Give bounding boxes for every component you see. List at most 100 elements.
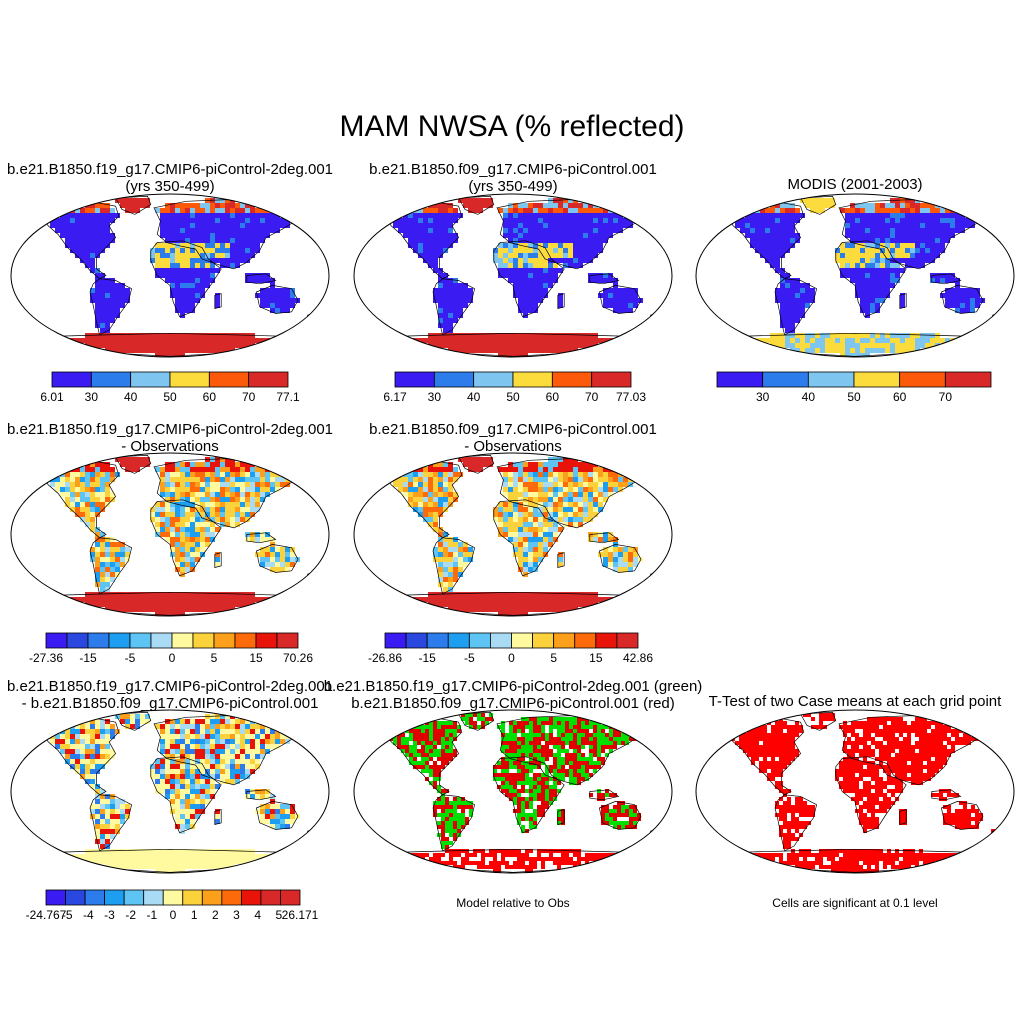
colorbar-tick-label: 30: [756, 390, 770, 404]
colorbar-swatch: [169, 371, 210, 388]
colorbar-swatch: [150, 632, 173, 649]
colorbar-tick-label: 30: [85, 390, 99, 404]
panel-title: b.e21.B1850.f19_g17.CMIP6-piControl-2deg…: [0, 678, 370, 712]
colorbar-tick-label: 50: [163, 390, 177, 404]
colorbar-tick-label: -15: [418, 651, 436, 665]
map-gridcells: [389, 713, 653, 873]
colorbar-tick-label: -26.86: [368, 651, 402, 665]
colorbar-swatch: [280, 889, 301, 906]
panel-title-line2: - Observations: [464, 438, 562, 455]
colorbar-tick-label: 40: [124, 390, 138, 404]
colorbar-swatch: [248, 371, 289, 388]
colorbar-tick-label: -27.36: [29, 651, 63, 665]
colorbar: -26.86 -15 -5 0 5 15 42.86: [368, 632, 653, 665]
map-border: [695, 709, 1015, 874]
colorbar-tick-label: -24.767: [26, 908, 67, 922]
world-map: [10, 452, 330, 617]
colorbar-tick-label: 60: [546, 390, 560, 404]
map-border: [10, 709, 330, 874]
colorbar-swatch: [276, 632, 299, 649]
colorbar-tick-label: -15: [79, 651, 97, 665]
colorbar-tick-label: 6.01: [40, 390, 64, 404]
colorbar-swatch: [171, 632, 194, 649]
world-map: [10, 193, 330, 358]
colorbar: -24.767-5 -4 -3 -2 -1 0 1 2 3 4 5 26.171: [26, 889, 319, 922]
colorbar-swatch: [574, 632, 597, 649]
colorbar-tick-label: 15: [589, 651, 603, 665]
panel-title-line2: - Observations: [121, 438, 219, 455]
world-map: [353, 452, 673, 617]
colorbar-tick-label: 77.1: [276, 390, 300, 404]
map-border: [353, 709, 673, 874]
panel-caption: Cells are significant at 0.1 level: [772, 896, 938, 910]
colorbar-tick-label: 70: [242, 390, 256, 404]
panel-title-line2: (yrs 350-499): [125, 178, 215, 195]
colorbar-swatch: [490, 632, 512, 649]
colorbar-tick-label: 26.171: [282, 908, 319, 922]
colorbar: 6.01 30 40 50 60 70 77.1: [40, 371, 300, 404]
colorbar: 6.17 30 40 50 60 70 77.03: [383, 371, 646, 404]
world-map: [10, 709, 330, 874]
colorbar-swatch: [143, 889, 164, 906]
colorbar-swatch: [473, 371, 514, 388]
panel-title-line1: b.e21.B1850.f09_g17.CMIP6-piControl.001: [369, 161, 657, 178]
colorbar-swatch: [468, 632, 491, 649]
colorbar-tick-label: 2: [212, 908, 219, 922]
map-border: [353, 193, 673, 358]
panel-title: b.e21.B1850.f09_g17.CMIP6-piControl.001(…: [313, 161, 713, 195]
colorbar-swatch: [240, 889, 262, 906]
panel-title-line1: b.e21.B1850.f19_g17.CMIP6-piControl-2deg…: [323, 678, 703, 695]
panel-title: b.e21.B1850.f19_g17.CMIP6-piControl-2deg…: [0, 161, 370, 195]
panel-title-line1: b.e21.B1850.f19_g17.CMIP6-piControl-2deg…: [6, 421, 334, 438]
colorbar-tick-label: -5: [62, 908, 73, 922]
colorbar-swatch: [384, 632, 407, 649]
colorbar-swatch: [65, 889, 86, 906]
colorbar-swatch: [123, 889, 145, 906]
colorbar-swatch: [45, 889, 66, 906]
colorbar-tick-label: 40: [802, 390, 816, 404]
world-map: [353, 709, 673, 874]
colorbar-swatch: [511, 632, 533, 649]
colorbar-tick-label: 5: [550, 651, 557, 665]
map-gridcells: [393, 457, 643, 616]
colorbar-swatch: [45, 632, 68, 649]
colorbar-tick-label: -4: [83, 908, 94, 922]
colorbar-swatch: [853, 371, 901, 388]
colorbar-tick-label: -1: [146, 908, 157, 922]
panel-title-line1: b.e21.B1850.f09_g17.CMIP6-piControl.001: [369, 421, 657, 438]
panel-title-line2: - b.e21.B1850.f09_g17.CMIP6-piControl.00…: [21, 695, 319, 712]
colorbar-swatch: [433, 371, 475, 388]
world-map: [695, 709, 1015, 874]
colorbar-swatch: [591, 371, 632, 388]
world-map: [353, 193, 673, 358]
map-gridcells: [393, 198, 643, 357]
colorbar-tick-label: 60: [203, 390, 217, 404]
panel-title-line2: b.e21.B1850.f09_g17.CMIP6-piControl.001 …: [351, 695, 675, 712]
colorbar: 30 40 50 60 70: [716, 371, 992, 404]
panel-title-line1: b.e21.B1850.f19_g17.CMIP6-piControl-2deg…: [6, 678, 334, 695]
colorbar-swatch: [447, 632, 470, 649]
colorbar-tick-label: 42.86: [623, 651, 653, 665]
colorbar-tick-label: -2: [125, 908, 136, 922]
colorbar-tick-label: 6.17: [383, 390, 407, 404]
colorbar-swatch: [201, 889, 223, 906]
colorbar-swatch: [616, 632, 639, 649]
page-title: MAM NWSA (% reflected): [339, 110, 685, 143]
map-gridcells: [735, 198, 985, 357]
colorbar: -27.36 -15 -5 0 5 15 70.26: [29, 632, 313, 665]
colorbar-swatch: [595, 632, 618, 649]
colorbar-swatch: [532, 632, 555, 649]
colorbar-tick-label: 0: [170, 908, 177, 922]
colorbar-tick-label: 15: [249, 651, 263, 665]
colorbar-tick-label: -3: [104, 908, 115, 922]
colorbar-swatch: [553, 632, 576, 649]
colorbar-swatch: [66, 632, 89, 649]
colorbar-swatch: [182, 889, 203, 906]
colorbar-tick-label: -5: [125, 651, 136, 665]
map-border: [353, 452, 673, 617]
colorbar-tick-label: 70: [939, 390, 953, 404]
colorbar-swatch: [84, 889, 106, 906]
colorbar-swatch: [130, 371, 171, 388]
colorbar-swatch: [129, 632, 152, 649]
map-border: [695, 193, 1015, 358]
